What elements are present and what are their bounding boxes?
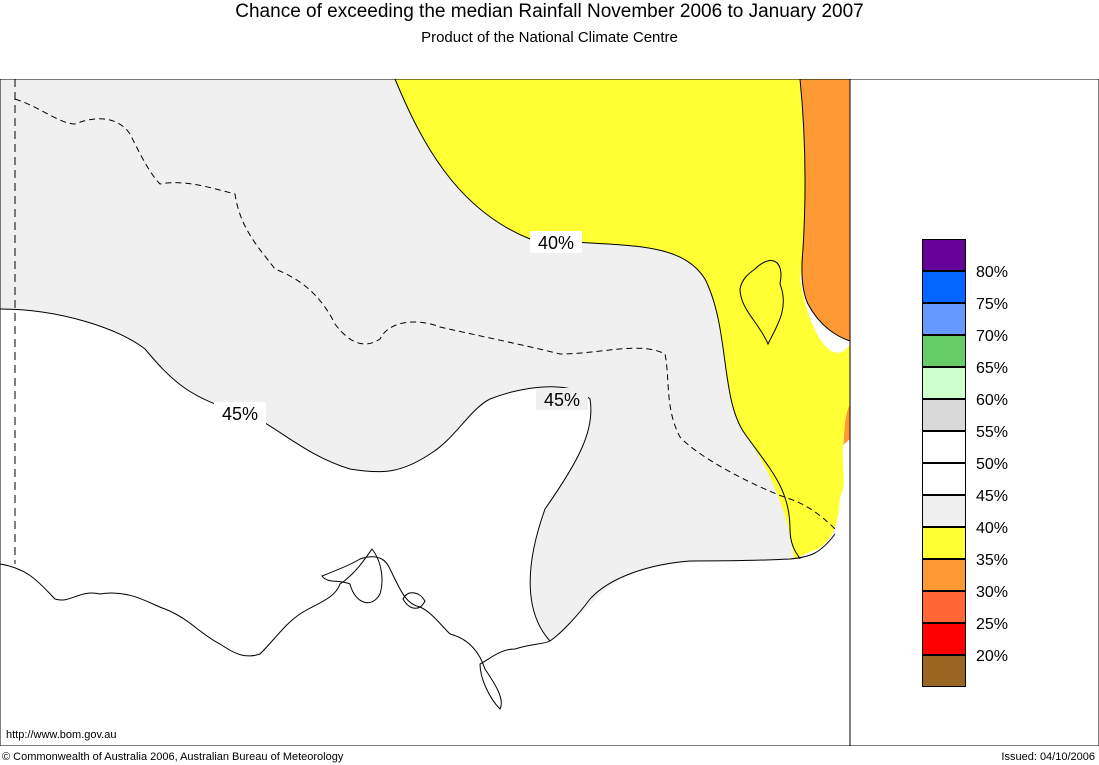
legend-label: 30% (976, 584, 1009, 601)
legend-label: 40% (976, 520, 1009, 537)
map-title: Chance of exceeding the median Rainfall … (235, 1, 864, 22)
legend-swatch (922, 591, 966, 623)
legend-swatch (922, 463, 966, 495)
legend-label: 70% (976, 328, 1009, 345)
contour-label-45-east: 45% (544, 390, 580, 410)
legend-swatch (922, 239, 966, 271)
legend-swatch (922, 623, 966, 655)
legend-swatch (922, 559, 966, 591)
legend-swatch (922, 271, 966, 303)
region-40-45 (0, 79, 800, 641)
legend-label: 75% (976, 296, 1009, 313)
legend-label: 45% (976, 488, 1009, 505)
legend-swatch (922, 303, 966, 335)
legend-swatch (922, 399, 966, 431)
contour-label-45-west: 45% (222, 404, 258, 424)
legend-swatch (922, 495, 966, 527)
legend-swatch (922, 335, 966, 367)
legend-label: 25% (976, 616, 1009, 633)
contour-label-40: 40% (538, 233, 574, 253)
legend-label: 80% (976, 264, 1009, 281)
legend-swatch (922, 431, 966, 463)
legend-swatch (922, 527, 966, 559)
legend-label: 60% (976, 392, 1009, 409)
legend-label: 65% (976, 360, 1009, 377)
map-area: 40% 45% 45% (0, 79, 1099, 746)
legend-label: 55% (976, 424, 1009, 441)
legend-label: 50% (976, 456, 1009, 473)
legend-label: 35% (976, 552, 1009, 569)
legend-swatch (922, 655, 966, 687)
legend-label: 20% (976, 648, 1009, 665)
website-url[interactable]: http://www.bom.gov.au (6, 729, 117, 741)
issued-date: Issued: 04/10/2006 (1001, 751, 1095, 763)
map-subtitle: Product of the National Climate Centre (421, 29, 678, 46)
copyright-notice: © Commonwealth of Australia 2006, Austra… (2, 751, 344, 763)
region-35-40 (395, 79, 850, 559)
legend-swatch (922, 367, 966, 399)
region-30-35 (800, 79, 850, 445)
